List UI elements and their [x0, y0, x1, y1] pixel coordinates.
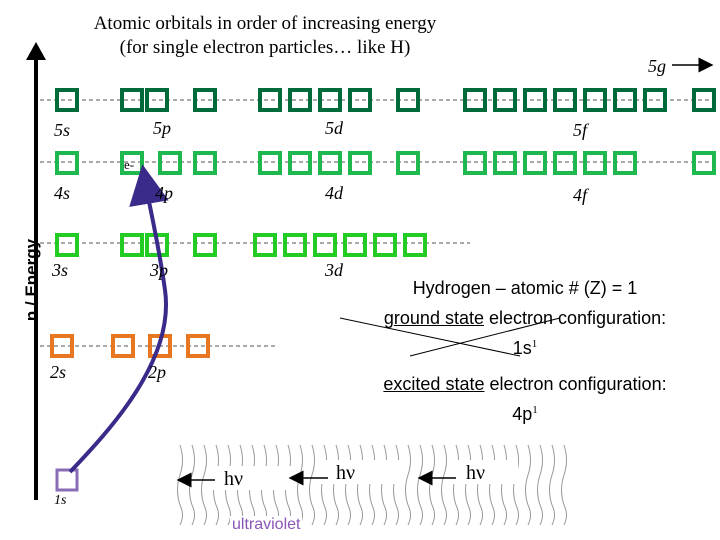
strike-line-1	[339, 317, 521, 357]
title-line-1: Atomic orbitals in order of increasing e…	[93, 13, 437, 34]
orbital-box-4d	[396, 151, 420, 175]
ground-config-line: 1s1	[330, 332, 720, 360]
orbital-box-3d	[373, 233, 397, 257]
orbital-box-5f	[463, 88, 487, 112]
label-4p: 4p	[155, 183, 173, 203]
label-5f: 5f	[573, 120, 588, 140]
photon-label-bg-1	[212, 466, 292, 490]
orbital-box-5d	[396, 88, 420, 112]
excited-config: 4p	[512, 404, 533, 424]
orbital-box-3d	[343, 233, 367, 257]
level-n2-orbitals	[50, 334, 210, 358]
orbital-box-5g	[692, 88, 716, 112]
energy-axis-arrowhead	[26, 42, 46, 60]
label-4d: 4d	[325, 183, 343, 203]
label-3p: 3p	[150, 260, 168, 280]
orbital-box-4f	[463, 151, 487, 175]
title-line-2: (for single electron particles… like H)	[119, 37, 411, 58]
excited-state-label: excited state	[383, 374, 485, 394]
excited-state-line: excited state electron configuration:	[330, 372, 720, 396]
orbital-box-5p	[120, 88, 144, 112]
orbital-box-4d	[288, 151, 312, 175]
orbital-box-5f	[643, 88, 667, 112]
label-1s: 1s	[54, 493, 67, 508]
excitation-arrow	[68, 164, 169, 474]
orbital-box-4p	[158, 151, 182, 175]
label-2p: 2p	[148, 362, 166, 382]
level-n4-orbitals	[55, 151, 716, 175]
label-5p: 5p	[153, 118, 171, 138]
orbital-box-5f	[613, 88, 637, 112]
strike-line-2	[409, 317, 561, 357]
orbital-box-2s	[50, 334, 74, 358]
label-2s: 2s	[50, 362, 67, 382]
label-4f: 4f	[573, 185, 588, 205]
orbital-box-3d	[283, 233, 307, 257]
orbital-box-3p	[193, 233, 217, 257]
label-5d: 5d	[325, 118, 343, 138]
orbital-box-4s	[55, 151, 79, 175]
orbital-box-5s	[55, 88, 79, 112]
orbital-box-2p	[111, 334, 135, 358]
orbital-box-5d	[318, 88, 342, 112]
photon-label-bg-3	[448, 460, 518, 484]
orbital-box-4d	[318, 151, 342, 175]
label-4s: 4s	[54, 183, 71, 203]
photon-label-3: hν	[466, 462, 486, 484]
orbital-box-4d	[258, 151, 282, 175]
level-n5-orbitals	[55, 88, 716, 112]
excited-config-line: 4p1	[330, 398, 720, 426]
orbital-box-4f	[523, 151, 547, 175]
orbital-box-3d	[313, 233, 337, 257]
ultraviolet-label: ultraviolet	[230, 516, 303, 534]
orbital-box-2p	[186, 334, 210, 358]
orbital-box-5f	[583, 88, 607, 112]
label-5g: 5g	[648, 56, 666, 76]
orbital-box-5p	[145, 88, 169, 112]
ground-config: 1s	[512, 338, 532, 358]
orbital-box-3p	[120, 233, 144, 257]
orbital-box-3d	[403, 233, 427, 257]
level-n3-orbitals	[55, 233, 427, 257]
orbital-box-5f	[523, 88, 547, 112]
uv-wave-pattern	[177, 444, 567, 526]
orbital-box-4p	[193, 151, 217, 175]
label-3d: 3d	[325, 260, 343, 280]
ground-state-label: ground state	[383, 308, 484, 328]
hydrogen-info: Hydrogen – atomic # (Z) = 1	[412, 278, 638, 298]
ground-state-rest: electron configuration:	[483, 308, 667, 328]
excited-state-rest: electron configuration:	[484, 374, 667, 394]
energy-level-lines	[40, 99, 715, 347]
orbital-box-5d	[288, 88, 312, 112]
orbital-box-1s	[55, 468, 79, 492]
photon-label-bg-2	[320, 460, 400, 484]
ground-config-sup: 1	[531, 338, 538, 350]
orbital-box-5f	[493, 88, 517, 112]
orbital-box-4f	[613, 151, 637, 175]
orbital-box-4f	[553, 151, 577, 175]
label-5s: 5s	[54, 120, 71, 140]
orbital-box-5d	[348, 88, 372, 112]
excited-config-sup: 1	[532, 404, 538, 416]
ground-state-line: ground state electron configuration:	[330, 306, 720, 330]
diagram-title: Atomic orbitals in order of increasing e…	[40, 12, 490, 60]
orbital-box-4f	[583, 151, 607, 175]
label-3s: 3s	[52, 260, 69, 280]
orbital-box-3s	[55, 233, 79, 257]
orbital-box-3d	[253, 233, 277, 257]
orbital-box-5d	[258, 88, 282, 112]
photon-label-1: hν	[224, 468, 244, 490]
orbital-box-5f	[553, 88, 577, 112]
electron-label: e-	[124, 157, 135, 172]
photon-label-2: hν	[336, 462, 356, 484]
orbital-box-4f	[493, 151, 517, 175]
orbital-box-5p	[193, 88, 217, 112]
orbital-box-4f	[692, 151, 716, 175]
orbital-box-4d	[348, 151, 372, 175]
